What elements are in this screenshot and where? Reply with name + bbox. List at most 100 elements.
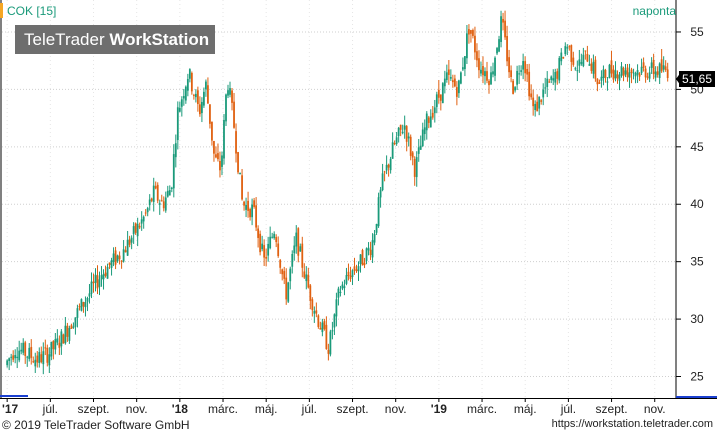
symbol-label[interactable]: COK [15] — [0, 3, 56, 18]
candle-body — [608, 64, 611, 79]
candle-body — [492, 71, 494, 75]
candle-body — [241, 175, 243, 200]
candle-body — [427, 117, 430, 123]
candle-body — [160, 200, 163, 202]
candle-body — [299, 246, 302, 252]
time-tick-label: máj. — [255, 402, 278, 416]
candle-body — [38, 352, 41, 364]
candle-body — [626, 67, 629, 78]
candle-body — [664, 66, 667, 70]
candle-body — [355, 269, 358, 272]
candle-body — [500, 16, 502, 43]
candle-body — [596, 78, 599, 85]
candle-body — [502, 18, 504, 23]
candle-body — [361, 250, 364, 266]
candle-body — [40, 354, 43, 363]
candle-body — [229, 88, 231, 95]
candle-body — [546, 78, 549, 87]
candle-body — [10, 356, 13, 358]
candle-body — [273, 233, 276, 239]
period-label[interactable]: naponta — [633, 4, 677, 18]
candle-body — [148, 199, 151, 206]
candle-body — [624, 70, 627, 75]
candle-body — [88, 293, 91, 297]
candle-body — [472, 30, 474, 36]
candle-body — [508, 57, 510, 73]
candle-body — [295, 232, 298, 247]
candle-body — [225, 94, 227, 122]
candle-body — [391, 142, 394, 159]
candle-body — [12, 355, 15, 360]
candle-body — [640, 66, 643, 73]
candle-body — [48, 354, 51, 366]
candle-body — [102, 274, 105, 280]
candle-body — [367, 247, 370, 251]
candle-body — [52, 341, 55, 350]
candle-body — [604, 70, 607, 79]
candle-body — [560, 52, 563, 62]
candle-body — [393, 143, 396, 145]
candle-body — [474, 35, 476, 53]
time-tick-label: nov. — [644, 402, 666, 416]
candle-body — [209, 104, 211, 124]
candle-body — [616, 74, 619, 79]
candle-body — [339, 291, 342, 293]
candle-body — [170, 187, 173, 190]
candle-body — [610, 60, 613, 74]
candle-body — [632, 72, 635, 74]
candle-body — [80, 299, 83, 311]
candle-body — [520, 70, 523, 72]
candle-body — [259, 233, 262, 253]
candle-body — [566, 47, 569, 49]
candle-body — [335, 299, 338, 317]
candle-body — [6, 360, 9, 366]
candle-body — [142, 216, 145, 222]
candle-body — [156, 184, 159, 201]
candle-body — [237, 152, 239, 173]
candle-body — [108, 262, 111, 265]
candle-body — [506, 35, 508, 62]
candle-body — [20, 349, 23, 352]
watermark-bg — [15, 25, 215, 54]
candle-body — [14, 355, 17, 359]
candle-body — [188, 69, 191, 79]
time-tick-label: nov. — [385, 402, 407, 416]
candle-body — [457, 80, 460, 94]
workstation-link[interactable]: https://workstation.teletrader.com — [551, 418, 713, 430]
candle-body — [54, 339, 57, 350]
candle-body — [305, 274, 308, 282]
candle-body — [331, 330, 334, 332]
candle-body — [144, 212, 147, 214]
candle-body — [150, 198, 153, 201]
candle-body — [646, 76, 649, 78]
candle-body — [411, 152, 414, 158]
candle-body — [421, 129, 424, 147]
candlestick-series — [6, 10, 669, 375]
candle-body — [353, 266, 356, 271]
last-price-value: 51,65 — [682, 72, 712, 86]
candle-body — [337, 288, 340, 298]
candle-body — [68, 328, 71, 341]
candle-body — [118, 255, 121, 260]
candle-body — [281, 269, 284, 275]
candle-body — [130, 237, 133, 243]
candle-body — [223, 119, 225, 159]
candle-body — [568, 46, 571, 48]
candle-body — [439, 94, 442, 101]
candle-body — [598, 82, 601, 84]
watermark: TeleTrader WorkStation — [15, 25, 215, 54]
candle-body — [462, 67, 464, 70]
candle-body — [168, 190, 171, 196]
copyright-text: © 2019 TeleTrader Software GmbH — [2, 418, 190, 432]
candle-body — [255, 205, 258, 228]
candle-body — [110, 260, 113, 268]
candle-body — [656, 71, 659, 75]
time-tick-label: szept. — [337, 402, 369, 416]
candle-body — [24, 342, 27, 356]
candle-body — [271, 236, 274, 238]
candle-body — [78, 306, 81, 308]
candle-body — [120, 260, 123, 262]
candle-body — [164, 197, 167, 211]
